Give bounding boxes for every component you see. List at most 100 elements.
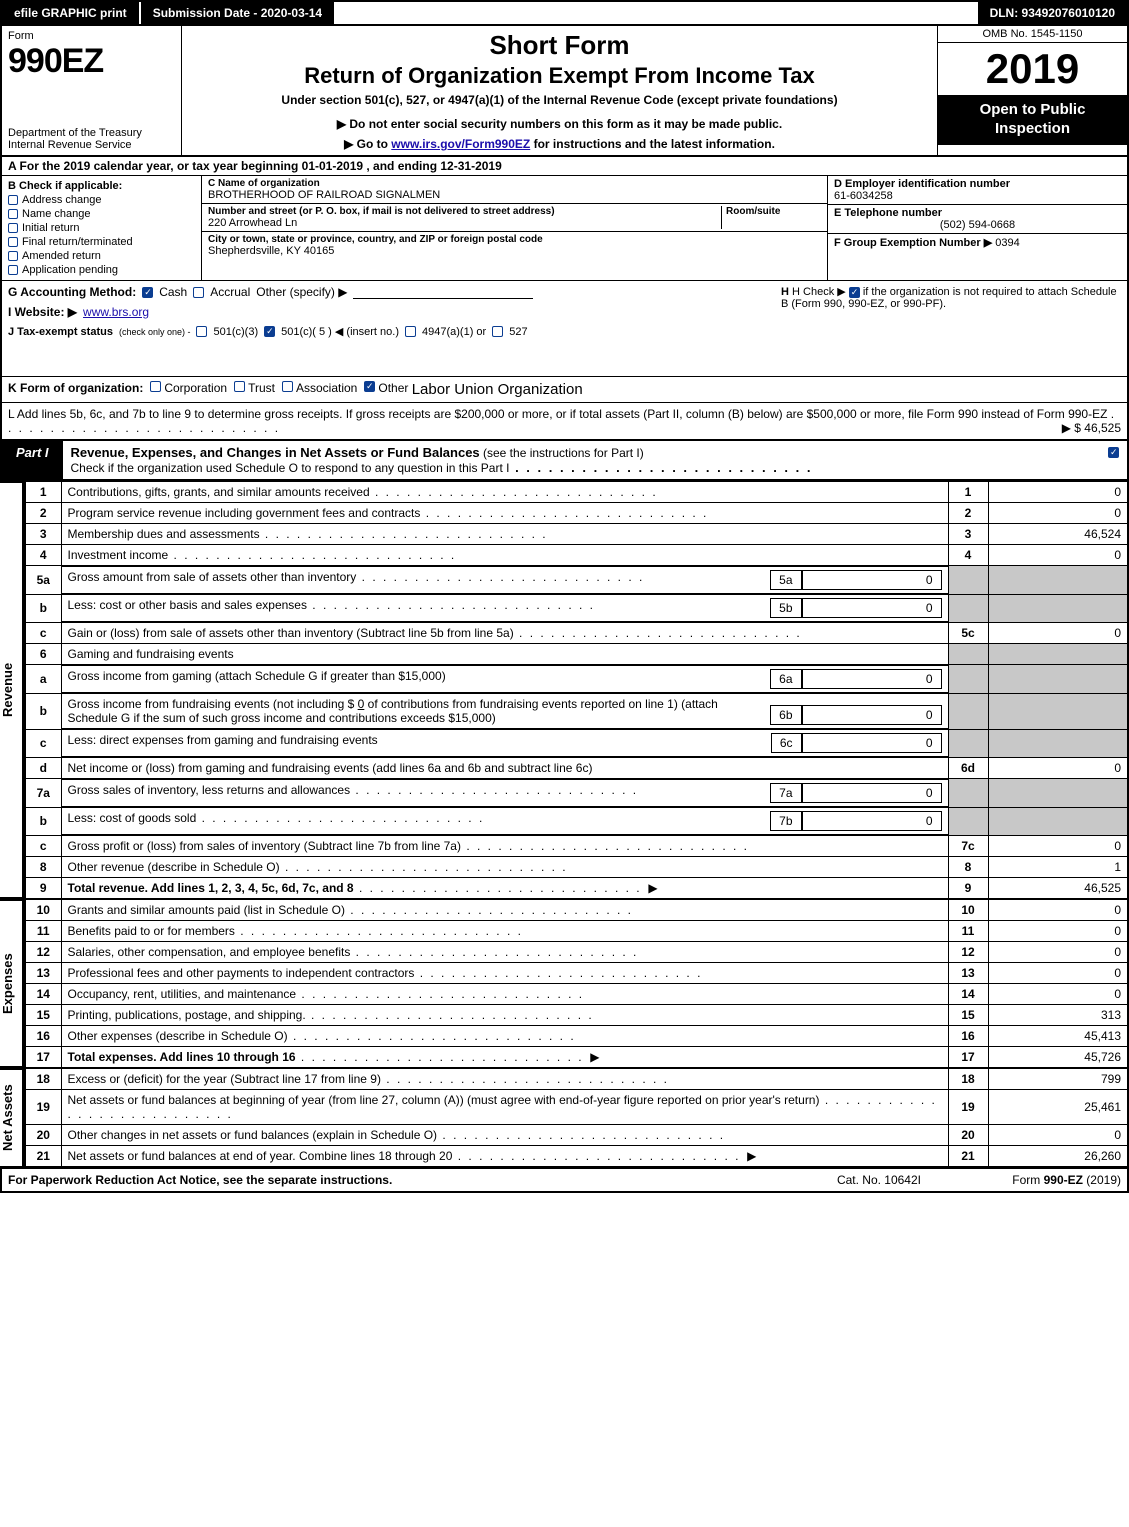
k-other-checkbox[interactable] <box>364 381 375 392</box>
line-6b: bGross income from fundraising events (n… <box>25 693 1128 729</box>
k-assoc: Association <box>296 381 357 398</box>
part1-schedule-o-checkbox[interactable] <box>1108 447 1119 458</box>
revenue-side-label: Revenue <box>0 481 24 899</box>
line-12: 12Salaries, other compensation, and empl… <box>25 942 1128 963</box>
k-other-value: Labor Union Organization <box>412 381 583 398</box>
h-label: H <box>781 286 789 298</box>
line-7b: bLess: cost of goods sold7b0 <box>25 807 1128 836</box>
j-527: 527 <box>509 326 527 338</box>
l-text: L Add lines 5b, 6c, and 7b to line 9 to … <box>8 407 1107 421</box>
chk-initial-return[interactable]: Initial return <box>8 222 195 234</box>
header-left: Form 990EZ Department of the Treasury In… <box>2 26 182 155</box>
j-4947-checkbox[interactable] <box>405 326 416 337</box>
line-15: 15Printing, publications, postage, and s… <box>25 1005 1128 1026</box>
expenses-table: 10Grants and similar amounts paid (list … <box>24 899 1129 1068</box>
box-def: D Employer identification number 61-6034… <box>827 176 1127 280</box>
j-501c-checkbox[interactable] <box>264 326 275 337</box>
line-19: 19Net assets or fund balances at beginni… <box>25 1090 1128 1125</box>
line-4: 4Investment income40 <box>25 545 1128 566</box>
k-trust-checkbox[interactable] <box>234 381 245 392</box>
g-other-input[interactable] <box>353 285 533 299</box>
g-accrual-checkbox[interactable] <box>193 287 204 298</box>
h-checkbox[interactable] <box>849 287 860 298</box>
irs-link[interactable]: www.irs.gov/Form990EZ <box>391 137 530 151</box>
g-label: G Accounting Method: <box>8 285 136 299</box>
form-header: Form 990EZ Department of the Treasury In… <box>0 26 1129 157</box>
group-exemption-label: F Group Exemption Number ▶ <box>834 237 992 249</box>
k-corp-checkbox[interactable] <box>150 381 161 392</box>
goto-pre: ▶ Go to <box>344 137 391 151</box>
net-assets-table: 18Excess or (deficit) for the year (Subt… <box>24 1068 1129 1168</box>
tel-value: (502) 594-0668 <box>834 219 1121 231</box>
j-501c3-checkbox[interactable] <box>196 326 207 337</box>
j-501c3: 501(c)(3) <box>213 326 258 338</box>
k-assoc-checkbox[interactable] <box>282 381 293 392</box>
department-label: Department of the Treasury Internal Reve… <box>8 127 175 151</box>
g-other: Other (specify) ▶ <box>256 285 347 299</box>
box-h: H H Check ▶ if the organization is not r… <box>781 285 1121 310</box>
line-2: 2Program service revenue including gover… <box>25 503 1128 524</box>
chk-application-pending[interactable]: Application pending <box>8 264 195 276</box>
k-trust: Trust <box>248 381 275 398</box>
line-6: 6Gaming and fundraising events <box>25 644 1128 665</box>
line-10: 10Grants and similar amounts paid (list … <box>25 900 1128 921</box>
street-value: 220 Arrowhead Ln <box>208 217 721 229</box>
line-9: 9Total revenue. Add lines 1, 2, 3, 4, 5c… <box>25 878 1128 899</box>
chk-final-return[interactable]: Final return/terminated <box>8 236 195 248</box>
form-label: Form <box>8 30 175 42</box>
goto-post: for instructions and the latest informat… <box>530 137 775 151</box>
line-5c: cGain or (loss) from sale of assets othe… <box>25 623 1128 644</box>
header-right: OMB No. 1545-1150 2019 Open to Public In… <box>937 26 1127 155</box>
line-17: 17Total expenses. Add lines 10 through 1… <box>25 1047 1128 1068</box>
line-3: 3Membership dues and assessments346,524 <box>25 524 1128 545</box>
box-b-title: B Check if applicable: <box>8 180 122 192</box>
ein-value: 61-6034258 <box>834 190 893 202</box>
period-row: A For the 2019 calendar year, or tax yea… <box>0 157 1129 176</box>
part1-check-text: Check if the organization used Schedule … <box>71 461 510 475</box>
cat-number: Cat. No. 10642I <box>837 1173 921 1187</box>
group-exemption-value: 0394 <box>995 237 1019 249</box>
k-other-lbl: Other <box>378 381 408 398</box>
j-label: J Tax-exempt status <box>8 326 113 338</box>
website-link[interactable]: www.brs.org <box>83 305 149 319</box>
revenue-section: Revenue 1Contributions, gifts, grants, a… <box>0 481 1129 899</box>
line-14: 14Occupancy, rent, utilities, and mainte… <box>25 984 1128 1005</box>
box-c: C Name of organization BROTHERHOOD OF RA… <box>202 176 827 280</box>
part1-tag: Part I <box>2 441 63 479</box>
line-6a: aGross income from gaming (attach Schedu… <box>25 665 1128 694</box>
h-text1: H Check ▶ <box>792 286 849 298</box>
city-value: Shepherdsville, KY 40165 <box>208 245 821 257</box>
j-4947: 4947(a)(1) or <box>422 326 486 338</box>
j-small: (check only one) - <box>119 327 191 337</box>
tax-year: 2019 <box>938 43 1127 95</box>
line-8: 8Other revenue (describe in Schedule O)8… <box>25 857 1128 878</box>
line-5b: bLess: cost or other basis and sales exp… <box>25 594 1128 623</box>
form-ref: Form 990-EZ (2019) <box>921 1173 1121 1187</box>
line-20: 20Other changes in net assets or fund ba… <box>25 1125 1128 1146</box>
g-cash-checkbox[interactable] <box>142 287 153 298</box>
net-assets-side-label: Net Assets <box>0 1068 24 1168</box>
expenses-side-label: Expenses <box>0 899 24 1068</box>
chk-address-change[interactable]: Address change <box>8 194 195 206</box>
title-short-form: Short Form <box>192 30 927 61</box>
paperwork-notice: For Paperwork Reduction Act Notice, see … <box>8 1173 837 1187</box>
line-k: K Form of organization: Corporation Trus… <box>0 377 1129 403</box>
ssn-warning: ▶ Do not enter social security numbers o… <box>192 117 927 131</box>
line-7c: cGross profit or (loss) from sales of in… <box>25 836 1128 857</box>
line-11: 11Benefits paid to or for members110 <box>25 921 1128 942</box>
line-5a: 5aGross amount from sale of assets other… <box>25 566 1128 595</box>
form-number: 990EZ <box>8 42 175 81</box>
line-6d: dNet income or (loss) from gaming and fu… <box>25 758 1128 779</box>
chk-amended-return[interactable]: Amended return <box>8 250 195 262</box>
k-label: K Form of organization: <box>8 381 143 398</box>
line-1: 1Contributions, gifts, grants, and simil… <box>25 482 1128 503</box>
room-label: Room/suite <box>726 206 821 217</box>
j-527-checkbox[interactable] <box>492 326 503 337</box>
org-name-label: C Name of organization <box>208 178 821 189</box>
line-16: 16Other expenses (describe in Schedule O… <box>25 1026 1128 1047</box>
chk-name-change[interactable]: Name change <box>8 208 195 220</box>
efile-print-button[interactable]: efile GRAPHIC print <box>2 2 141 24</box>
ghij-block: H H Check ▶ if the organization is not r… <box>0 281 1129 377</box>
line-13: 13Professional fees and other payments t… <box>25 963 1128 984</box>
ein-label: D Employer identification number <box>834 178 1010 190</box>
